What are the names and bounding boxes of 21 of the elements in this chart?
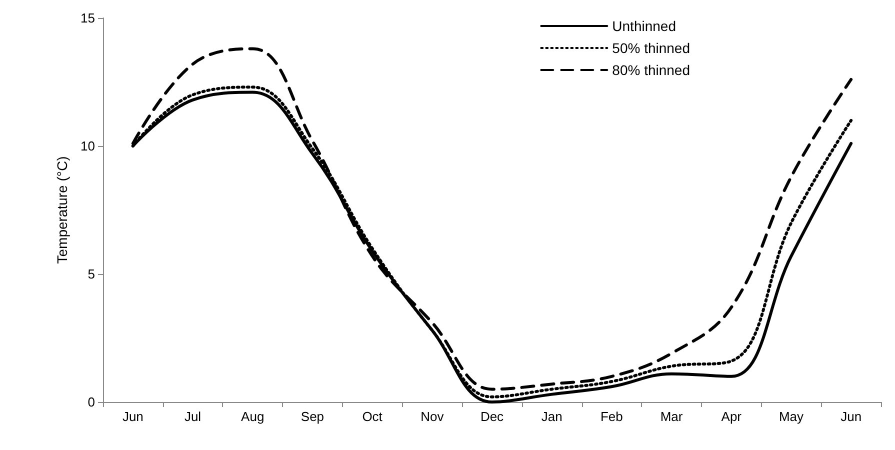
x-tick-label: Mar [660, 409, 684, 424]
y-axis-title: Temperature (°C) [54, 156, 70, 264]
x-tick-label: May [778, 409, 804, 424]
legend-label: 80% thinned [612, 62, 690, 78]
legend-label: 50% thinned [612, 40, 690, 56]
y-tick-label: 5 [88, 266, 95, 282]
x-tick-label: Feb [600, 409, 623, 424]
x-tick-label: Dec [480, 409, 504, 424]
x-tick-label: Oct [362, 409, 383, 424]
y-tick-label: 15 [80, 10, 95, 26]
x-tick-label: Nov [420, 409, 444, 424]
x-tick-label: Jul [184, 409, 202, 424]
x-tick-label: Apr [721, 409, 742, 424]
x-tick-label: Jun [122, 409, 144, 424]
legend-label: Unthinned [612, 18, 676, 34]
x-tick-label: Jun [840, 409, 862, 424]
x-tick-label: Aug [241, 409, 264, 424]
x-tick-label: Jan [541, 409, 562, 424]
y-tick-label: 0 [88, 394, 95, 410]
y-tick-label: 10 [80, 138, 95, 154]
x-tick-label: Sep [300, 409, 324, 424]
